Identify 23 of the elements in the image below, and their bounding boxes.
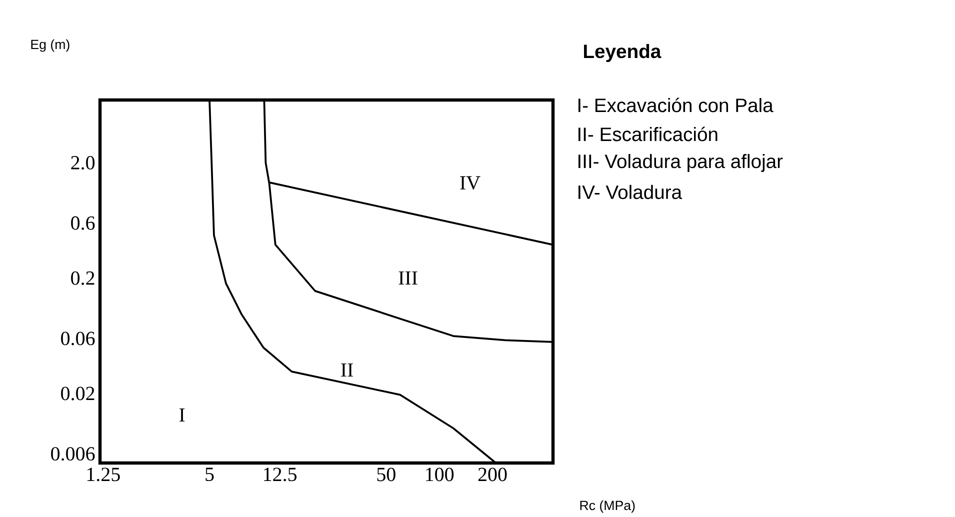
y-tick-label: 0.06: [61, 332, 95, 346]
annotation: II: [341, 363, 353, 376]
annotation: III: [398, 271, 418, 284]
x-tick-label: 200: [478, 468, 507, 482]
text: I- Excavación con Pala: [578, 98, 774, 112]
x-tick-label: 50: [377, 468, 396, 482]
x-tick-label: 12.5: [264, 468, 297, 482]
x-tick-label: 1.25: [87, 468, 120, 482]
y-tick-label: 0.6: [71, 216, 95, 230]
text: II- Escarificación: [578, 126, 718, 142]
x-axis-title: Rc (MPa): [580, 500, 635, 513]
y-tick-label: 2.0: [71, 156, 95, 170]
x-tick-label: 5: [206, 468, 214, 481]
annotation: IV: [460, 176, 480, 190]
text: Leyenda: [584, 44, 662, 62]
x-tick-label: 100: [426, 468, 454, 482]
y-tick-label: 0.2: [71, 271, 94, 285]
y-axis-title: Eg (m): [31, 39, 70, 52]
y-tick-label: 0.006: [51, 446, 95, 461]
text: III- Voladura para aflojar: [578, 154, 783, 172]
text: IV- Voladura: [578, 184, 682, 199]
y-tick-label: 0.02: [61, 386, 94, 400]
annotation: I: [179, 408, 185, 422]
